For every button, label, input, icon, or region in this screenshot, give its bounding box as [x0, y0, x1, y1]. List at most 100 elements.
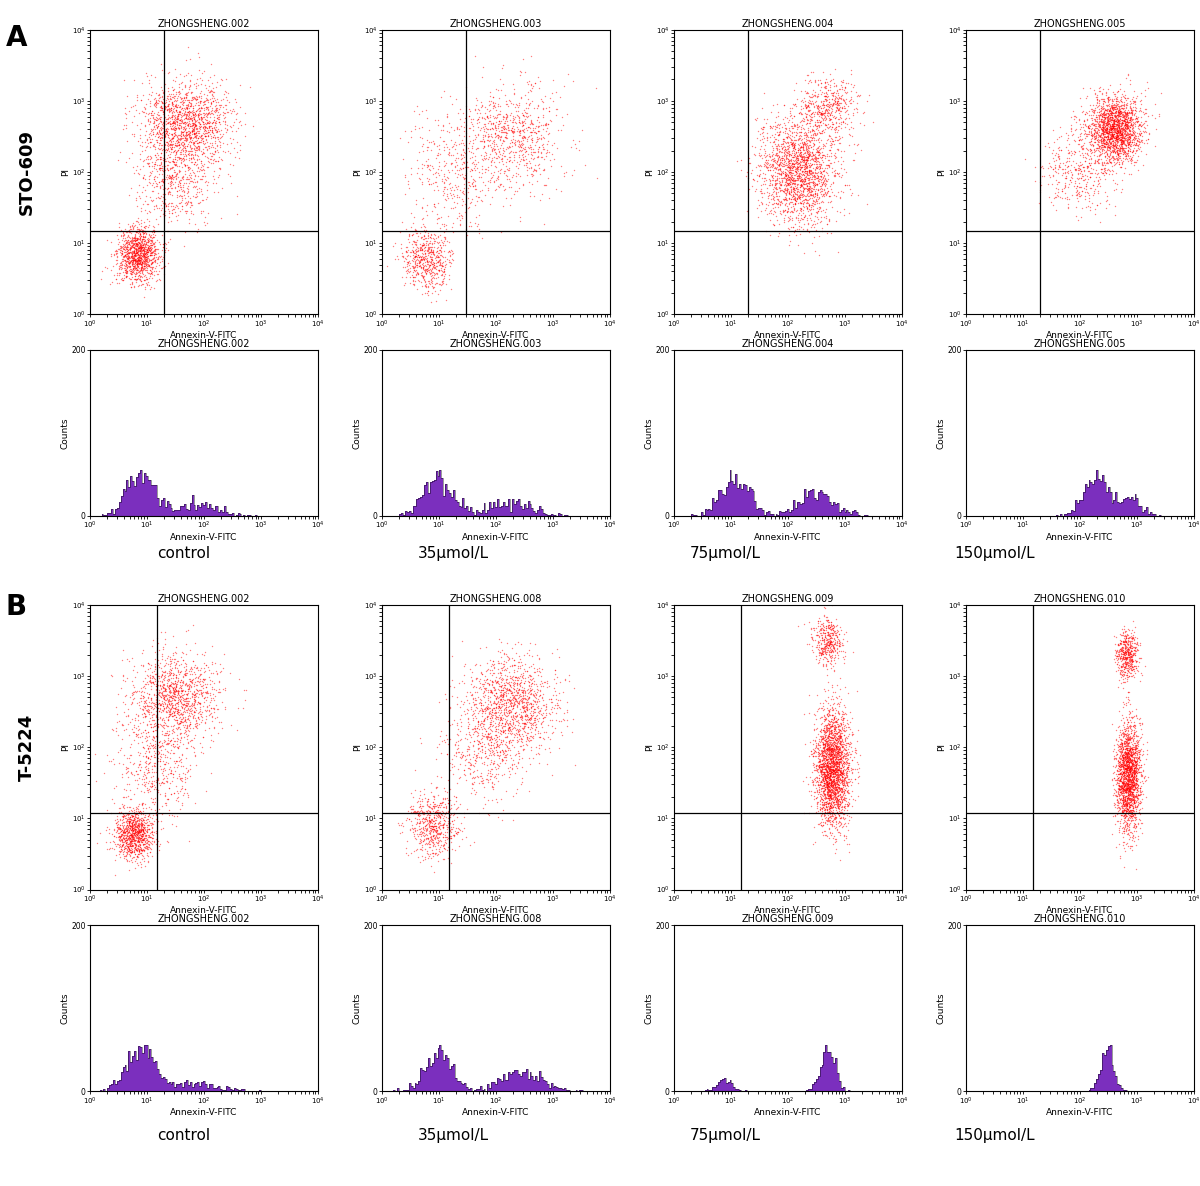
Point	[473, 712, 492, 731]
Point	[826, 804, 845, 823]
Point	[787, 168, 806, 187]
Point	[193, 107, 212, 126]
Point	[1129, 802, 1148, 821]
Point	[148, 249, 167, 268]
Point	[474, 715, 493, 734]
Point	[829, 101, 848, 120]
Point	[803, 120, 822, 139]
Point	[194, 688, 214, 707]
Point	[114, 825, 133, 844]
Point	[821, 798, 840, 817]
Point	[1090, 117, 1109, 136]
Point	[144, 721, 163, 740]
Point	[1117, 750, 1136, 769]
Point	[828, 94, 847, 113]
Point	[173, 776, 192, 795]
Point	[826, 186, 845, 205]
Point	[186, 104, 205, 123]
Point	[836, 89, 856, 108]
Point	[826, 682, 845, 701]
Point	[484, 140, 503, 159]
Point	[1112, 637, 1132, 656]
Point	[491, 677, 510, 696]
Point	[545, 682, 564, 701]
Point	[762, 136, 781, 155]
Point	[1114, 792, 1133, 811]
Point	[1068, 181, 1087, 200]
Point	[126, 250, 145, 269]
Point	[818, 795, 838, 814]
Point	[1104, 127, 1123, 146]
Point	[1093, 130, 1112, 149]
Point	[790, 127, 809, 146]
Point	[1120, 739, 1139, 758]
Point	[173, 699, 192, 718]
Point	[1124, 776, 1144, 795]
Point	[1102, 103, 1121, 122]
Point	[434, 839, 454, 857]
Point	[834, 732, 853, 751]
Point	[1115, 108, 1134, 127]
Point	[790, 129, 809, 148]
Point	[818, 766, 838, 785]
Point	[1099, 120, 1118, 139]
Point	[818, 811, 838, 830]
Point	[172, 755, 191, 774]
Point	[1050, 158, 1069, 177]
Point	[835, 93, 854, 111]
Point	[1112, 135, 1132, 154]
Point	[134, 242, 154, 261]
Point	[404, 259, 424, 278]
Point	[497, 751, 516, 770]
Point	[136, 706, 155, 725]
Point	[167, 197, 186, 216]
Point	[779, 219, 798, 238]
Point	[422, 830, 442, 849]
Point	[148, 683, 167, 702]
Point	[1127, 802, 1146, 821]
Point	[810, 97, 829, 116]
Point	[824, 765, 844, 784]
Point	[488, 706, 508, 725]
Point	[493, 686, 512, 704]
Point	[1122, 779, 1141, 798]
Point	[176, 129, 196, 148]
Point	[797, 159, 816, 178]
Point	[1122, 109, 1141, 128]
Point	[115, 720, 134, 739]
Point	[828, 702, 847, 721]
Point	[835, 770, 854, 789]
Point	[784, 186, 803, 205]
Point	[401, 262, 420, 281]
Point	[179, 116, 198, 135]
Point	[172, 712, 191, 731]
Point	[109, 217, 128, 236]
Point	[828, 778, 847, 797]
Point	[1123, 142, 1142, 161]
Point	[108, 726, 127, 745]
Point	[157, 723, 176, 742]
Point	[774, 134, 793, 153]
Point	[1109, 111, 1128, 130]
Point	[86, 771, 106, 790]
Point	[113, 829, 132, 848]
Point	[498, 689, 517, 708]
Point	[1126, 663, 1145, 682]
Point	[508, 720, 527, 739]
Point	[1106, 94, 1126, 113]
Point	[1102, 119, 1121, 138]
Point	[1102, 119, 1121, 138]
Point	[784, 173, 803, 192]
Point	[125, 816, 144, 835]
Point	[496, 706, 515, 725]
Point	[500, 694, 520, 713]
Point	[156, 235, 175, 254]
Point	[175, 662, 194, 681]
Point	[508, 682, 527, 701]
Point	[815, 742, 834, 761]
Point	[484, 745, 503, 764]
Point	[430, 805, 449, 824]
Point	[158, 166, 178, 185]
Point	[754, 122, 773, 141]
Point	[1127, 754, 1146, 773]
